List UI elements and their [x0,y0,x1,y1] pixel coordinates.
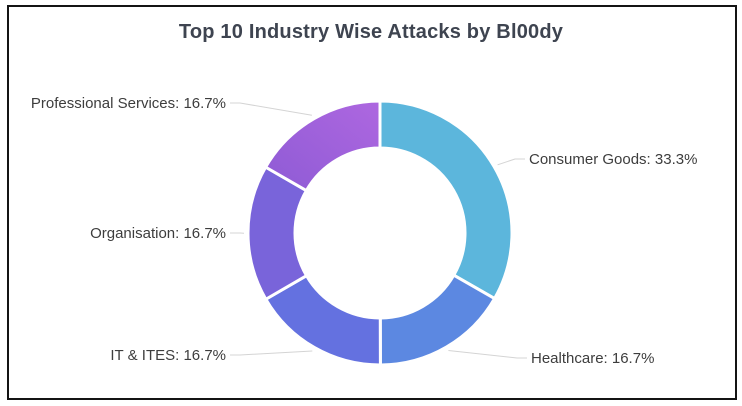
donut-slice-healthcare[interactable] [378,273,497,367]
slice-label: IT & ITES: 16.7% [110,347,226,364]
leader-line [497,158,525,166]
leader-line [230,350,313,356]
slice-label: Organisation: 16.7% [90,225,226,242]
slice-label: Professional Services: 16.7% [31,95,226,112]
slice-label: Healthcare: 16.7% [531,350,654,367]
donut-slices-group [246,99,514,367]
donut-slice-professional-services[interactable] [264,99,382,193]
slice-label: Consumer Goods: 33.3% [529,151,697,168]
leader-lines-group [230,102,527,359]
leader-line [230,102,312,116]
chart-title: Top 10 Industry Wise Attacks by Bl00dy [178,21,564,43]
leader-line [448,350,527,359]
donut-slice-consumer-goods[interactable] [378,99,514,301]
slice-labels-group: Consumer Goods: 33.3% Healthcare: 16.7% IT… [31,95,698,367]
